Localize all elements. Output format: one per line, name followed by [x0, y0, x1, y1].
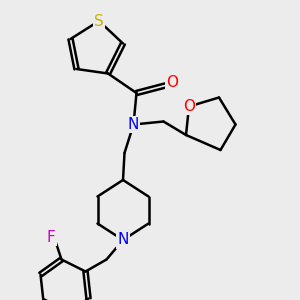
- Text: N: N: [128, 117, 139, 132]
- Text: S: S: [94, 14, 104, 28]
- Text: N: N: [117, 232, 129, 247]
- Text: F: F: [46, 230, 56, 244]
- Text: O: O: [183, 99, 195, 114]
- Text: O: O: [167, 75, 178, 90]
